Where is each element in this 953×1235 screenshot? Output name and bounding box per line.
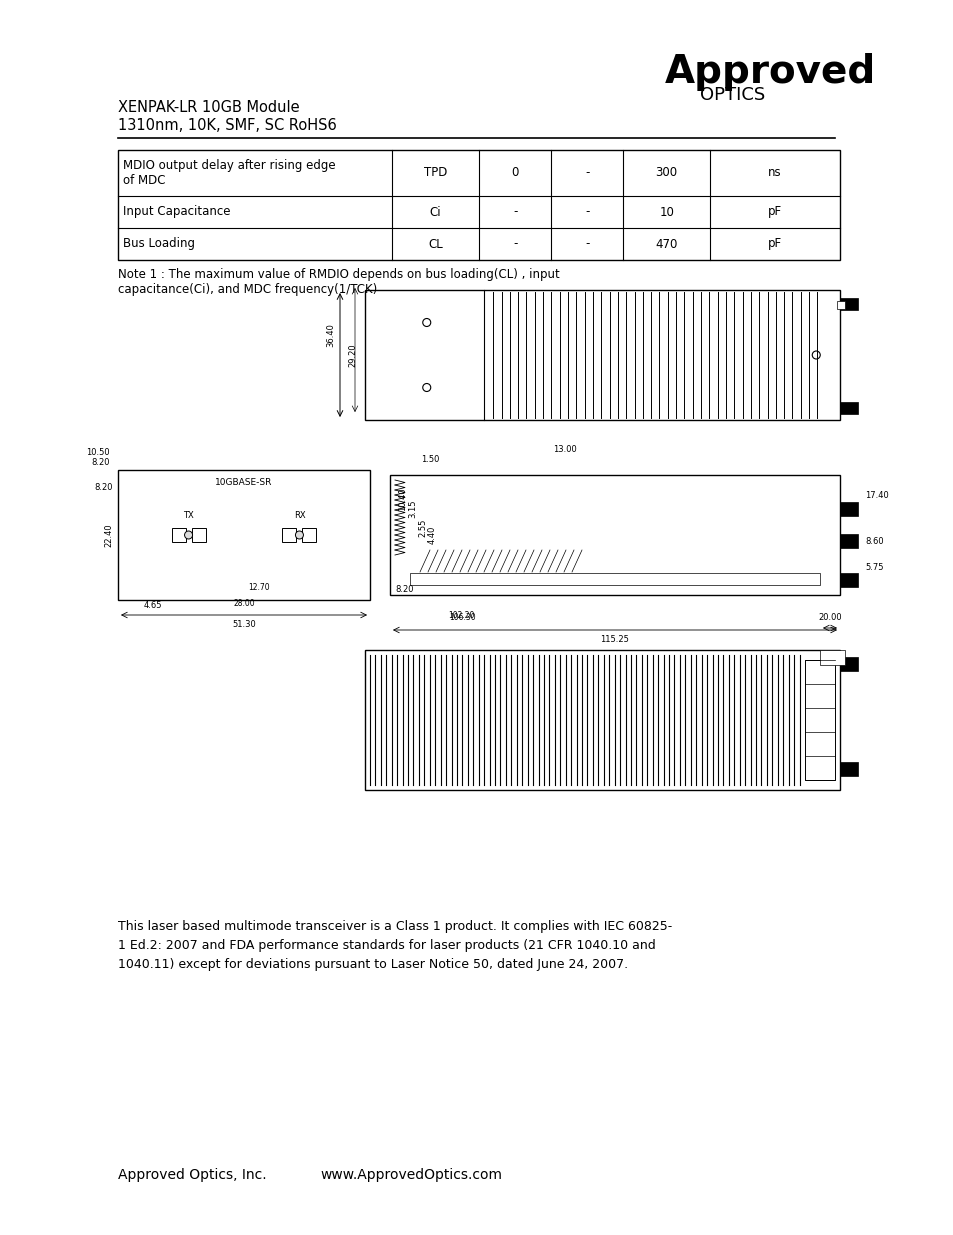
Bar (390, 475, 840, 595)
Circle shape (422, 384, 431, 391)
Bar (410, 573, 820, 585)
Text: 106.30: 106.30 (449, 613, 476, 622)
Text: 4.40: 4.40 (428, 525, 436, 543)
Text: OPTICS: OPTICS (700, 86, 764, 104)
Bar (840, 534, 857, 548)
Text: 8.60: 8.60 (864, 537, 882, 546)
Text: 470: 470 (655, 237, 678, 251)
Text: 8.20: 8.20 (91, 458, 110, 467)
Text: 115.25: 115.25 (600, 635, 629, 643)
Text: 10.40: 10.40 (397, 488, 407, 511)
Text: Note 1 : The maximum value of RMDIO depends on bus loading(CL) , input
capacitan: Note 1 : The maximum value of RMDIO depe… (118, 268, 559, 296)
Text: -: - (584, 167, 589, 179)
Text: This laser based multimode transceiver is a Class 1 product. It complies with IE: This laser based multimode transceiver i… (118, 920, 672, 971)
Bar (118, 149, 840, 261)
Text: 5.75: 5.75 (864, 563, 882, 572)
Text: 10: 10 (659, 205, 674, 219)
Text: 4.65: 4.65 (144, 601, 162, 610)
Text: 12.70: 12.70 (248, 583, 270, 592)
Text: ns: ns (767, 167, 781, 179)
Text: 13.00: 13.00 (553, 445, 577, 454)
Text: 20.00: 20.00 (818, 613, 841, 622)
Text: CL: CL (428, 237, 442, 251)
Bar (840, 657, 857, 671)
Text: pF: pF (767, 205, 781, 219)
Text: -: - (513, 237, 517, 251)
Text: 17.40: 17.40 (864, 492, 888, 500)
Text: Bus Loading: Bus Loading (123, 237, 194, 251)
Bar (365, 290, 840, 420)
Bar (840, 401, 857, 414)
Text: 28.00: 28.00 (233, 599, 254, 608)
Text: Ci: Ci (430, 205, 441, 219)
Text: 1310nm, 10K, SMF, SC RoHS6: 1310nm, 10K, SMF, SC RoHS6 (118, 119, 336, 133)
Bar (172, 529, 186, 542)
Text: 10.50: 10.50 (87, 448, 110, 457)
Text: -: - (513, 205, 517, 219)
Text: Approved Optics, Inc.: Approved Optics, Inc. (118, 1168, 266, 1182)
Text: 2.55: 2.55 (417, 519, 427, 537)
Text: TPD: TPD (423, 167, 447, 179)
Bar (365, 650, 840, 790)
Text: pF: pF (767, 237, 781, 251)
Bar (192, 529, 205, 542)
Bar (302, 529, 316, 542)
Text: Approved: Approved (664, 53, 876, 91)
Bar (840, 501, 857, 515)
Circle shape (295, 531, 303, 538)
Bar (836, 300, 844, 309)
Bar (820, 650, 844, 664)
Text: 8.20: 8.20 (395, 585, 413, 594)
Text: 51.30: 51.30 (232, 620, 255, 629)
Text: TX: TX (183, 511, 193, 520)
Bar (840, 573, 857, 587)
Bar (118, 471, 370, 600)
Text: www.ApprovedOptics.com: www.ApprovedOptics.com (319, 1168, 501, 1182)
Circle shape (184, 531, 193, 538)
Circle shape (422, 319, 431, 326)
Bar (282, 529, 296, 542)
Bar (840, 298, 857, 310)
Text: 1.50: 1.50 (420, 454, 438, 464)
Text: 29.20: 29.20 (348, 343, 356, 367)
Bar (804, 659, 834, 781)
Text: 3.15: 3.15 (408, 499, 416, 517)
Text: 102.20: 102.20 (447, 611, 474, 620)
Text: 22.40: 22.40 (104, 524, 112, 547)
Bar (840, 762, 857, 776)
Text: MDIO output delay after rising edge
of MDC: MDIO output delay after rising edge of M… (123, 159, 335, 186)
Text: Input Capacitance: Input Capacitance (123, 205, 231, 219)
Text: 0: 0 (511, 167, 518, 179)
Text: 36.40: 36.40 (326, 324, 335, 347)
Circle shape (811, 351, 820, 359)
Text: -: - (584, 205, 589, 219)
Text: 10GBASE-SR: 10GBASE-SR (215, 478, 273, 487)
Text: 300: 300 (655, 167, 677, 179)
Text: RX: RX (294, 511, 305, 520)
Text: XENPAK-LR 10GB Module: XENPAK-LR 10GB Module (118, 100, 299, 115)
Text: -: - (584, 237, 589, 251)
Text: 8.20: 8.20 (94, 483, 112, 492)
